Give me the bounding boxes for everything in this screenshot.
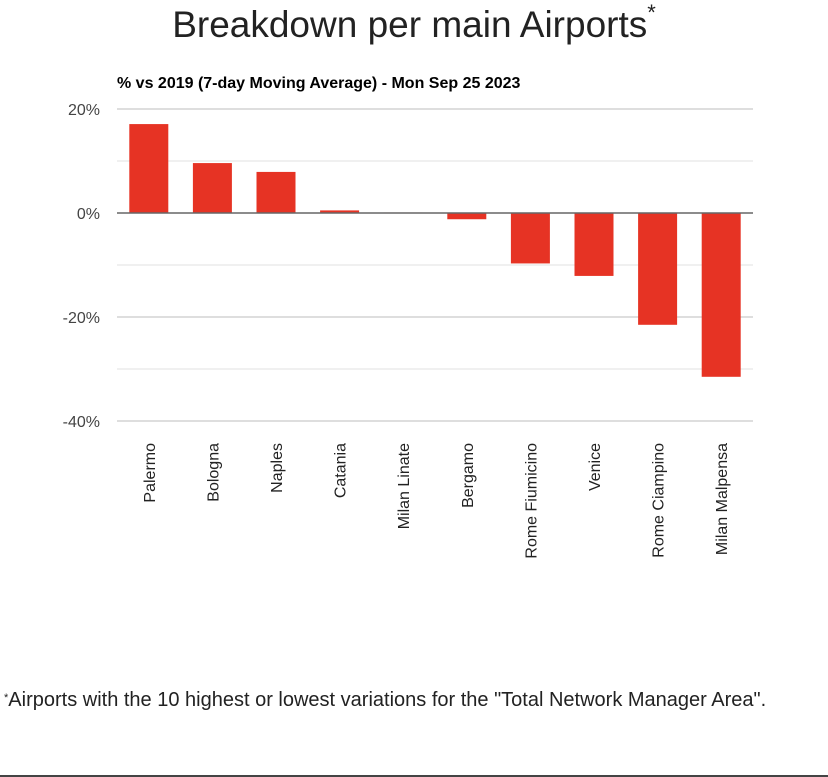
bottom-divider	[0, 775, 828, 777]
x-tick-label: Bergamo	[460, 443, 477, 508]
x-tick-label: Milan Linate	[396, 443, 413, 529]
chart-title: % vs 2019 (7-day Moving Average) - Mon S…	[117, 75, 521, 92]
y-tick-label: 0%	[77, 206, 100, 223]
x-tick-labels: Palermo Bologna Naples Catania Milan Linate B…	[142, 443, 731, 559]
x-tick-label: Naples	[269, 443, 286, 493]
footnote-marker: *	[4, 692, 9, 704]
title-footnote-marker: *	[647, 0, 656, 25]
page-title: Breakdown per main Airports*	[0, 0, 828, 46]
bar-bologna	[192, 163, 232, 213]
y-tick-labels: 20% 0% -20% -40%	[63, 102, 100, 431]
x-tick-label: Venice	[587, 443, 604, 491]
bar-naples	[256, 171, 296, 213]
footnote-text: Airports with the 10 highest or lowest v…	[8, 689, 767, 711]
y-tick-label: -20%	[63, 310, 100, 327]
bar-rome-ciampino	[638, 213, 678, 325]
x-tick-label: Rome Fiumicino	[523, 443, 540, 559]
bar-palermo	[129, 124, 169, 213]
bar-catania	[320, 210, 360, 213]
x-tick-label: Catania	[333, 443, 350, 498]
x-tick-label: Palermo	[142, 443, 159, 503]
page-title-text: Breakdown per main Airports	[172, 4, 648, 45]
x-tick-label: Rome Ciampino	[651, 443, 668, 558]
x-tick-label: Bologna	[205, 443, 222, 502]
bar-rome-fiumicino	[510, 213, 550, 264]
x-tick-label: Milan Malpensa	[714, 443, 731, 555]
bar-chart: % vs 2019 (7-day Moving Average) - Mon S…	[63, 75, 753, 559]
y-tick-label: 20%	[68, 102, 100, 119]
bars	[129, 124, 741, 377]
bar-venice	[574, 213, 614, 276]
bar-bergamo	[447, 213, 487, 220]
y-tick-label: -40%	[63, 414, 100, 431]
footnote: *Airports with the 10 highest or lowest …	[4, 684, 824, 716]
bar-milan-malpensa	[701, 213, 741, 377]
